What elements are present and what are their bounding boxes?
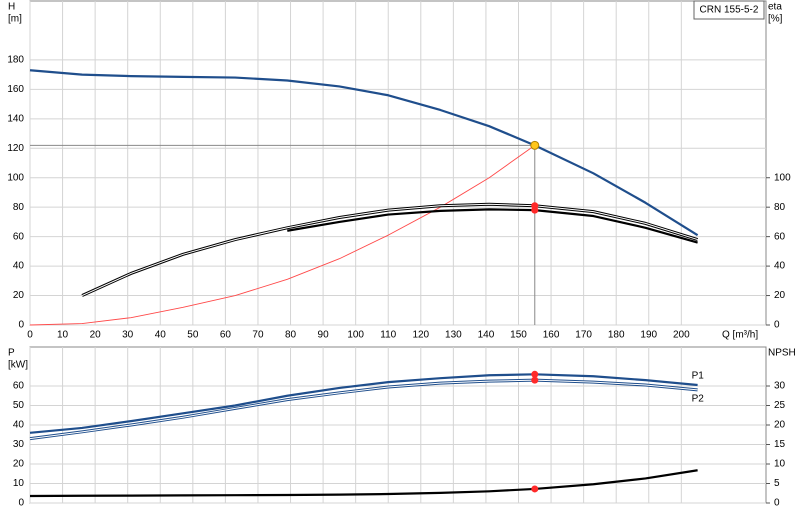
y-tick-label: 0 [18,320,24,331]
y-tick-label: 10 [13,478,25,489]
y-tick-label: 60 [13,381,25,392]
y2-tick-label: 20 [774,420,786,431]
y-tick-label: 40 [13,420,25,431]
x-tick-label: 190 [640,330,657,341]
y-tick-label: 50 [13,400,25,411]
x-tick-label: 180 [608,330,625,341]
y-tick-label: 20 [13,290,25,301]
y-tick-label: 160 [7,84,24,95]
y-tick-label: 80 [13,202,25,213]
y2-tick-label: 10 [774,459,786,470]
x-tick-label: 30 [122,330,134,341]
series-line [29,469,698,498]
operating-marker [531,485,539,493]
y-tick-label: 100 [7,172,24,183]
x-tick-label: 10 [57,330,69,341]
model-label: CRN 155-5-2 [700,5,759,16]
y2-tick-label: 80 [774,202,786,213]
y2-tick-label: 100 [774,172,791,183]
y-axis-unit: [kW] [8,360,28,371]
operating-marker [531,376,539,384]
x-axis-label: Q [m³/h] [722,330,758,341]
y2-tick-label: 0 [774,498,780,509]
x-tick-label: 50 [187,330,199,341]
series-line-inner [81,203,698,297]
y2-tick-label: 20 [774,290,786,301]
x-tick-label: 110 [380,330,396,341]
y2-axis-label: eta [768,2,782,13]
x-tick-label: 160 [543,330,560,341]
y2-tick-label: 30 [774,381,786,392]
x-tick-label: 60 [220,330,232,341]
y-tick-label: 120 [7,143,24,154]
y-axis-unit: [m] [8,14,22,25]
y-tick-label: 40 [13,261,25,272]
x-tick-label: 0 [27,330,33,341]
x-tick-label: 100 [347,330,364,341]
y-axis-label: H [8,2,15,13]
y2-tick-label: 5 [774,478,780,489]
y-tick-label: 20 [13,459,25,470]
series-line [29,69,699,237]
operating-marker [531,370,539,378]
series-label: P2 [692,394,705,405]
x-tick-label: 200 [673,330,690,341]
y2-tick-label: 60 [774,231,786,242]
x-tick-label: 170 [575,330,592,341]
x-tick-label: 80 [285,330,297,341]
series-line [29,373,698,434]
x-tick-label: 150 [510,330,527,341]
y2-tick-label: 40 [774,261,786,272]
series-line [29,144,536,326]
model-box [693,0,765,20]
y-axis-label: P [8,348,15,359]
y-tick-label: 140 [7,113,24,124]
x-tick-label: 130 [445,330,462,341]
y-tick-label: 0 [18,498,24,509]
series-line-inner [29,379,698,440]
y-tick-label: 30 [13,439,25,450]
series-line [287,208,698,244]
x-tick-label: 20 [90,330,102,341]
operating-point [530,140,540,150]
x-tick-label: 40 [155,330,167,341]
y-tick-label: 60 [13,231,25,242]
y2-tick-label: 0 [774,320,780,331]
operating-marker [531,206,539,214]
y2-tick-label: 25 [774,400,786,411]
x-tick-label: 120 [412,330,429,341]
y2-tick-label: 15 [774,439,786,450]
x-tick-label: 70 [252,330,264,341]
plot-frame [29,0,767,326]
y2-axis-unit: [%] [768,14,783,25]
x-tick-label: 90 [318,330,330,341]
y2-axis-label: NPSH [768,348,796,359]
y-tick-label: 180 [7,55,24,66]
x-tick-label: 140 [478,330,495,341]
series-label: P1 [692,371,705,382]
